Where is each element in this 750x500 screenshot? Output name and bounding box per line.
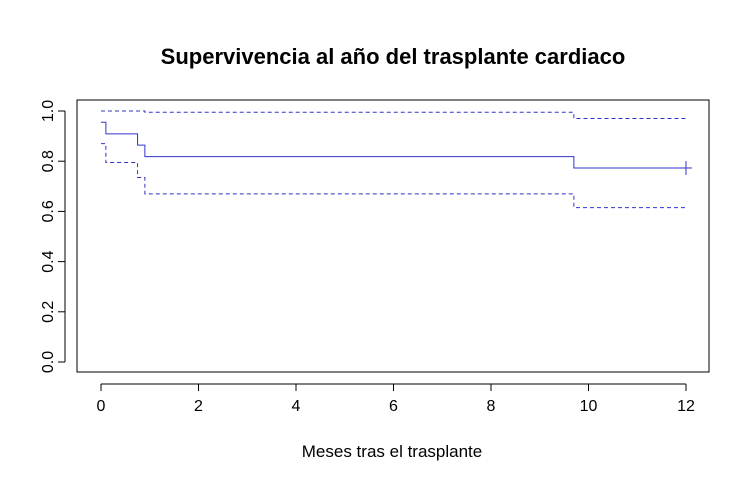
chart-title: Supervivencia al año del trasplante card… — [161, 44, 626, 69]
x-axis-label: Meses tras el trasplante — [302, 442, 482, 461]
y-tick-label: 0.4 — [40, 250, 57, 272]
x-tick-label: 6 — [389, 398, 398, 415]
survival-upper-line — [101, 110, 686, 120]
x-tick-label: 2 — [194, 398, 203, 415]
x-tick-label: 10 — [580, 398, 598, 415]
y-tick-label: 0.8 — [40, 150, 57, 172]
plot-area-border — [76, 99, 710, 373]
survival-lower-line — [101, 143, 686, 209]
x-tick-label: 12 — [677, 398, 695, 415]
x-tick-label: 0 — [97, 398, 106, 415]
y-tick-label: 1.0 — [40, 100, 57, 122]
y-tick-label: 0.6 — [40, 200, 57, 222]
y-axis: 0.0 0.2 0.4 0.6 0.8 1.0 — [40, 100, 66, 373]
x-axis: 0 2 4 6 8 10 12 — [97, 383, 695, 415]
survival-estimate-line — [101, 121, 686, 169]
series-layer — [101, 110, 692, 209]
x-tick-label: 8 — [487, 398, 496, 415]
x-tick-label: 4 — [292, 398, 301, 415]
y-tick-label: 0.0 — [40, 351, 57, 373]
y-tick-label: 0.2 — [40, 301, 57, 323]
